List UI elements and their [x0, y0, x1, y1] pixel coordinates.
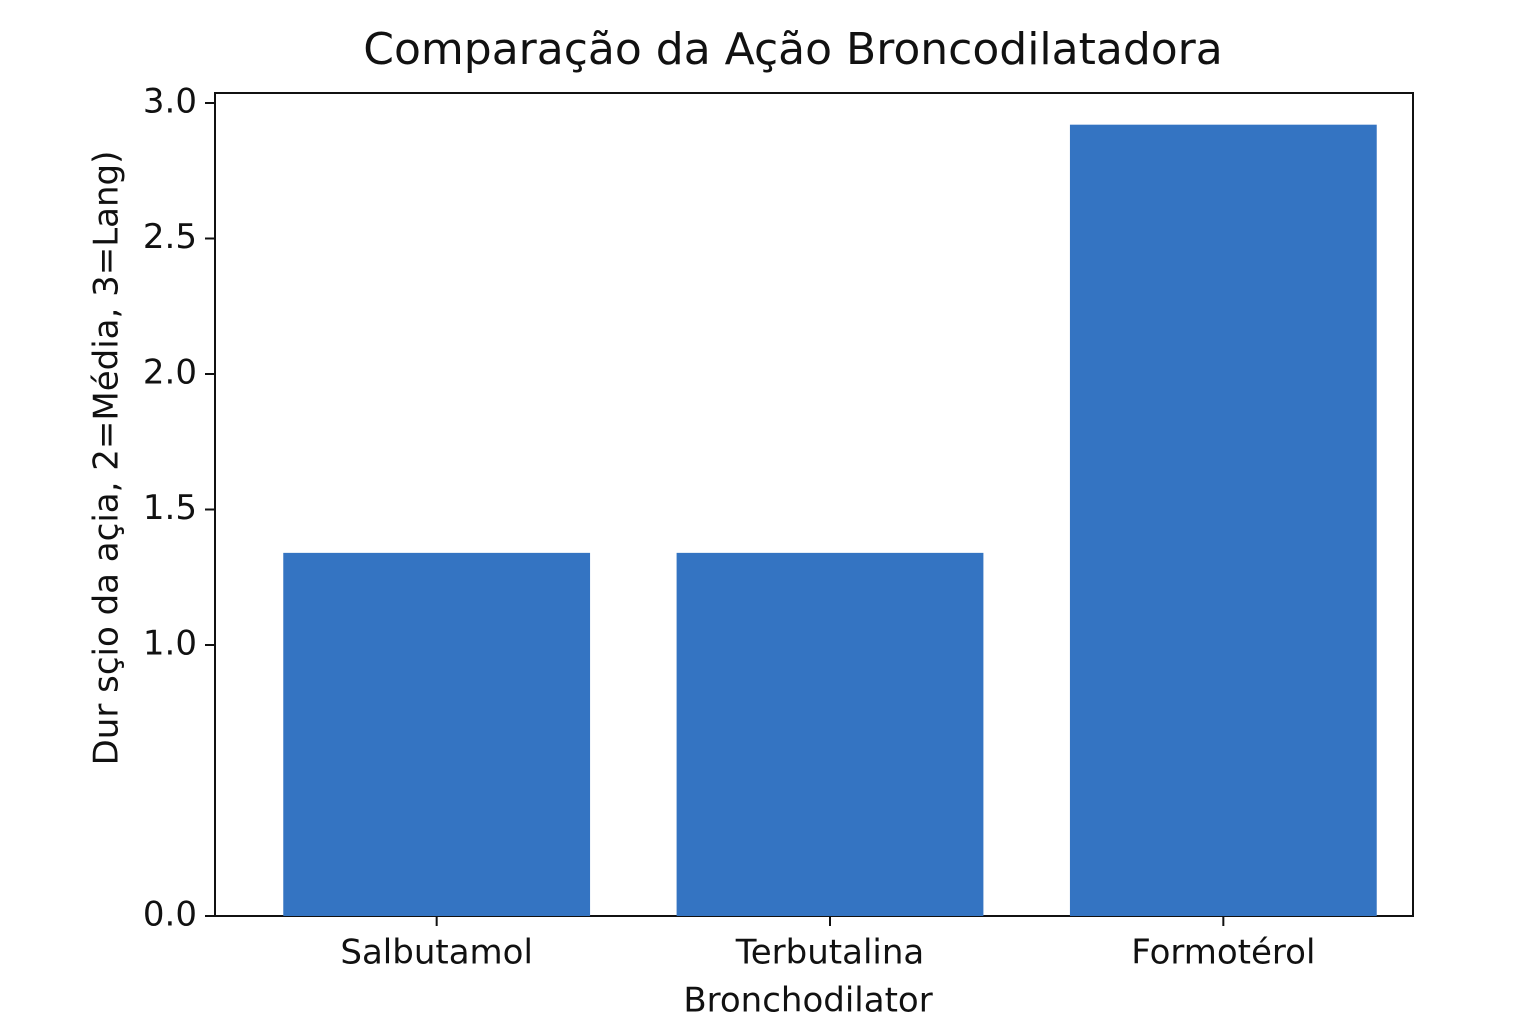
y-tick-label: 2.0 [143, 353, 197, 393]
x-axis-label: Bronchodilator [683, 981, 932, 1021]
y-tick-label: 3.0 [143, 82, 197, 122]
x-tick-label: Salbutamol [340, 933, 533, 973]
y-tick-label: 1.5 [143, 488, 197, 528]
chart-title: Comparação da Ação Broncodilatadora [363, 24, 1222, 75]
y-tick-label: 1.0 [143, 624, 197, 664]
x-tick-label: Terbutalina [735, 933, 924, 973]
y-tick-label: 0.0 [143, 895, 197, 935]
bar [1069, 124, 1377, 917]
y-tick-label: 2.5 [143, 217, 197, 257]
bar [283, 552, 591, 916]
bar [676, 552, 984, 916]
y-axis-label: Dur sçio da açia, 2=Média, 3=Lang) [87, 151, 127, 766]
x-tick-label: Formotérol [1131, 933, 1315, 973]
